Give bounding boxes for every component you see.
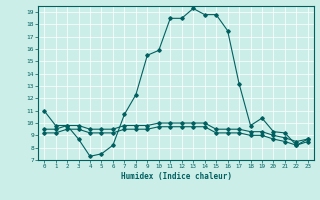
X-axis label: Humidex (Indice chaleur): Humidex (Indice chaleur) <box>121 172 231 181</box>
